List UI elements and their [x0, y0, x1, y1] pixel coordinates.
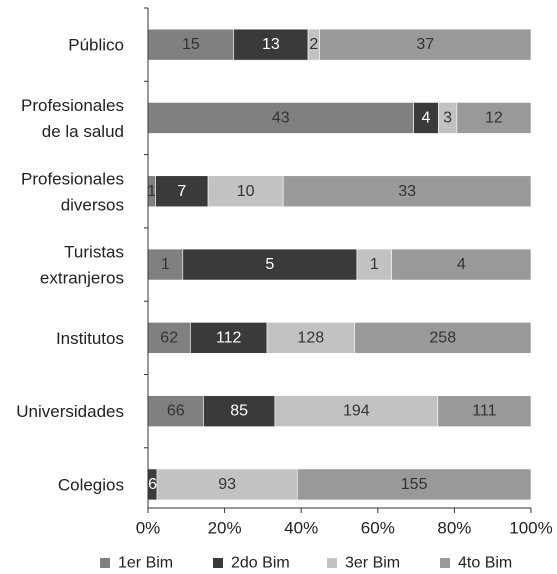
legend-label: 4to Bim	[458, 555, 512, 572]
bar-segment	[147, 28, 235, 61]
bar-segment	[190, 322, 268, 354]
data-label: 66	[167, 403, 185, 420]
bar-segment	[282, 175, 532, 208]
data-label: 6	[148, 476, 157, 493]
legend-label: 1er Bim	[118, 555, 173, 572]
x-tick-label: 60%	[361, 519, 395, 538]
bar-segment	[437, 395, 532, 427]
bar-segment	[233, 28, 309, 61]
x-tick-label: 20%	[208, 519, 242, 538]
data-label: 128	[297, 329, 324, 346]
legend: 1er Bim 2do Bim 3er Bim 4to Bim	[100, 555, 512, 572]
category-label: Institutos	[56, 328, 124, 347]
data-label: 85	[230, 403, 248, 420]
bar-segment	[155, 175, 209, 208]
bar-segment	[413, 102, 439, 134]
legend-swatch	[440, 558, 450, 568]
data-label: 93	[218, 476, 236, 493]
data-label: 15	[182, 36, 200, 53]
bar-segment	[207, 175, 284, 208]
category-label: Profesionales diversos	[21, 169, 124, 214]
data-label: 37	[416, 36, 434, 53]
category-label: Turistas extranjeros	[40, 242, 124, 287]
data-label: 258	[429, 329, 456, 346]
data-label: 10	[237, 183, 255, 200]
category-label: Universidades	[16, 402, 124, 421]
bar-segment	[156, 468, 298, 501]
data-label: 62	[160, 329, 178, 346]
data-label: 4	[457, 256, 466, 273]
bar-segment	[319, 28, 532, 61]
x-tick-label: 0%	[136, 519, 161, 538]
axes: 0% 20% 40% 60% 80% 100%	[136, 7, 553, 538]
legend-label: 3er Bim	[345, 555, 400, 572]
category-label: Colegios	[58, 475, 124, 494]
bar-segment	[266, 322, 355, 354]
data-label: 1	[370, 256, 379, 273]
bar-segment	[456, 102, 532, 134]
bar-segment	[203, 395, 276, 427]
data-label: 4	[422, 109, 431, 126]
legend-swatch	[213, 558, 223, 568]
x-tick-label: 80%	[437, 519, 471, 538]
bar-segment	[296, 468, 532, 501]
category-labels: Público Profesionales de la salud Profesion…	[16, 35, 124, 494]
bar-segment	[274, 395, 439, 427]
bar-segment	[391, 248, 532, 281]
bar-segment	[147, 322, 191, 354]
bar-segment	[147, 248, 184, 281]
data-label: 112	[216, 329, 242, 346]
data-label: 13	[262, 36, 280, 53]
data-label: 12	[485, 109, 503, 126]
data-label: 2	[309, 36, 318, 53]
data-label: 1	[161, 256, 170, 273]
data-label: 33	[398, 183, 416, 200]
data-label: 3	[443, 109, 452, 126]
x-tick-label: 40%	[284, 519, 318, 538]
data-label: 5	[265, 256, 274, 273]
category-label: Público	[68, 35, 124, 54]
data-label: 1	[147, 183, 156, 200]
data-label: 43	[272, 109, 290, 126]
data-label: 155	[401, 476, 428, 493]
data-label: 111	[472, 403, 496, 420]
category-label: Profesionales de la salud	[21, 95, 124, 140]
bar-segment	[354, 322, 532, 354]
data-label: 7	[177, 183, 186, 200]
legend-swatch	[100, 558, 110, 568]
x-tick-label: 100%	[509, 519, 552, 538]
bar-segment	[182, 248, 358, 281]
legend-label: 2do Bim	[231, 555, 290, 572]
data-label: 194	[343, 403, 370, 420]
legend-swatch	[327, 558, 337, 568]
